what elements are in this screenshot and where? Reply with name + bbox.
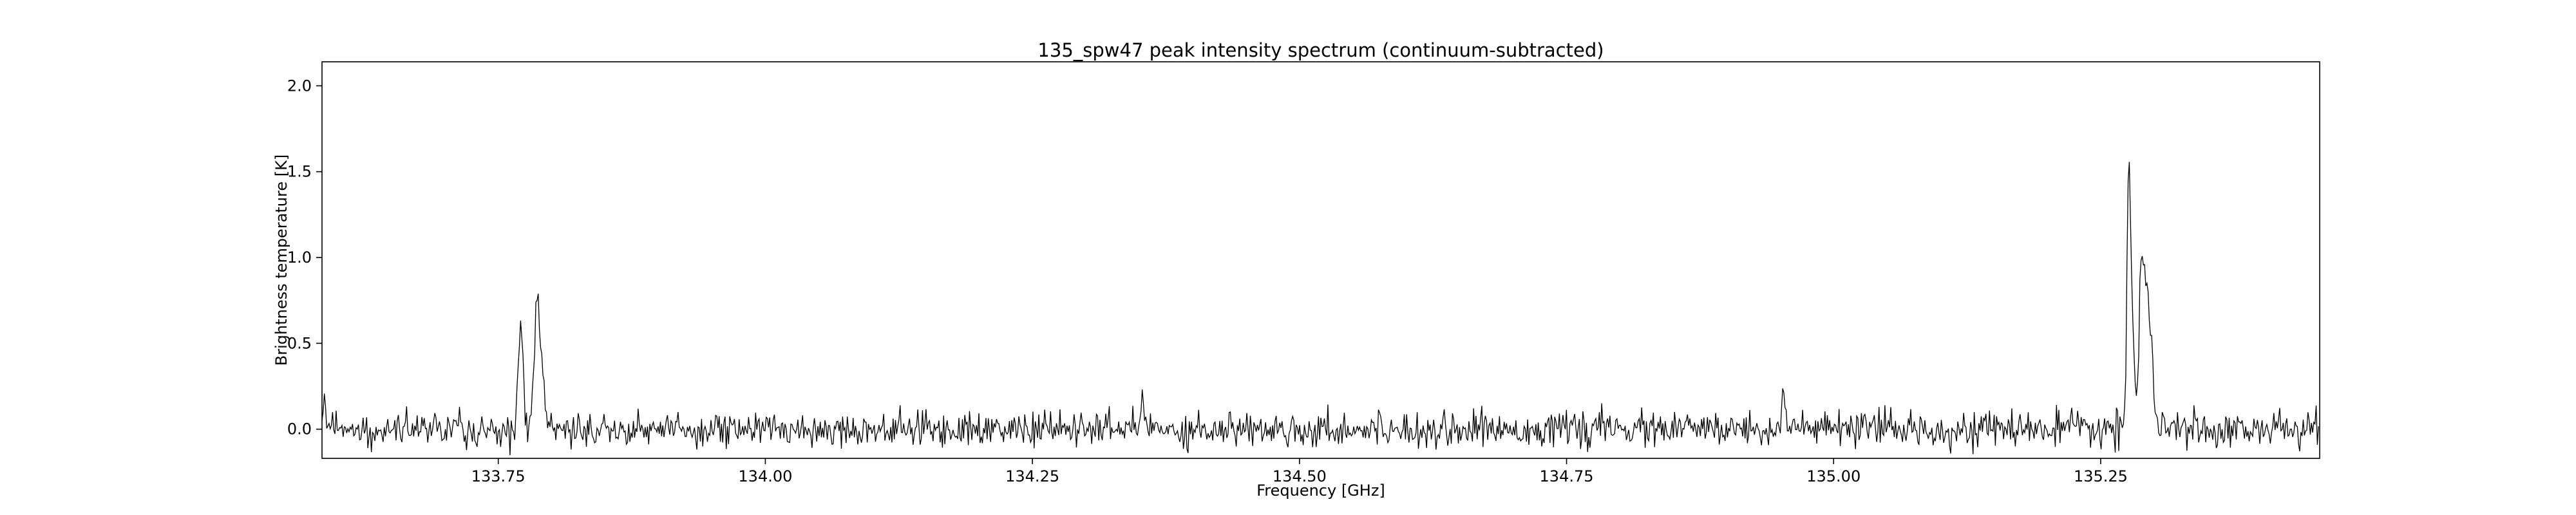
x-tick-label: 134.25 xyxy=(1005,467,1059,485)
x-tick-label: 134.00 xyxy=(738,467,792,485)
x-tick-label: 134.50 xyxy=(1273,467,1327,485)
y-tick-label: 0.0 xyxy=(287,420,312,438)
plot-frame xyxy=(321,61,2320,459)
y-axis-label: Brightness temperature [K] xyxy=(272,154,290,366)
x-tick-label: 133.75 xyxy=(471,467,526,485)
chart-title: 135_spw47 peak intensity spectrum (conti… xyxy=(1037,39,1604,61)
y-tick-label: 1.5 xyxy=(287,163,312,181)
x-axis: 133.75 134.00 134.25 134.50 134.75 135.00 135.… xyxy=(471,458,2128,485)
y-tick-label: 2.0 xyxy=(287,77,312,95)
y-tick-label: 0.5 xyxy=(287,334,312,352)
x-tick-label: 134.75 xyxy=(1540,467,1594,485)
x-tick-label: 135.25 xyxy=(2074,467,2128,485)
x-tick-label: 135.00 xyxy=(1806,467,1861,485)
y-tick-label: 1.0 xyxy=(287,248,312,267)
spectrum-line xyxy=(322,162,2319,456)
y-axis: 0.0 0.5 1.0 1.5 2.0 xyxy=(287,77,322,438)
x-axis-label: Frequency [GHz] xyxy=(1256,482,1385,500)
